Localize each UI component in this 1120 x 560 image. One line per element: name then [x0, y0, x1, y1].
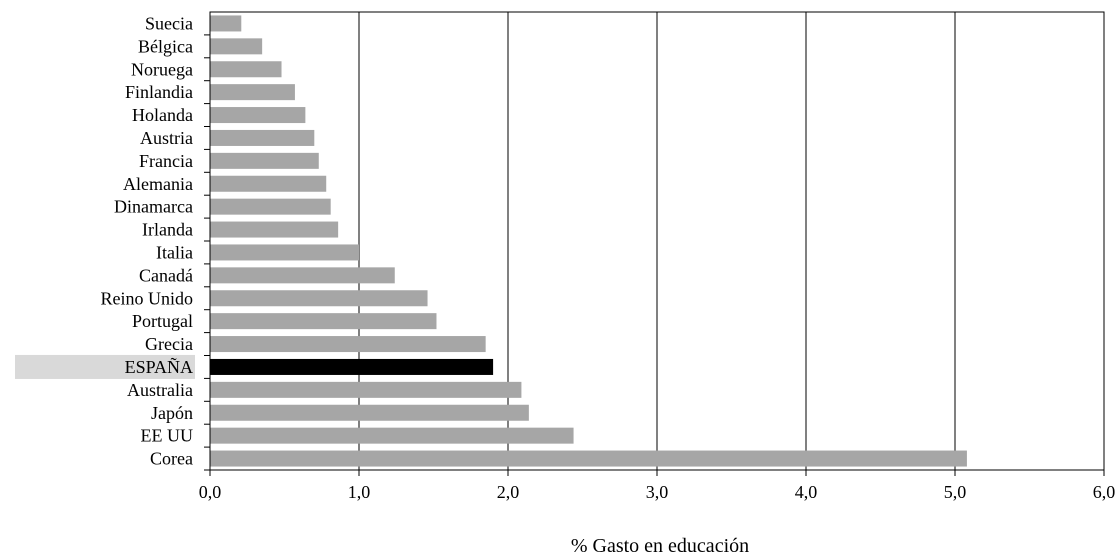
- x-tick-label: 0,0: [199, 482, 222, 502]
- bar-españa: [210, 358, 494, 375]
- category-label: Austria: [140, 128, 193, 148]
- highlight-label-bg: [15, 354, 195, 379]
- category-label: ESPAÑA: [125, 356, 193, 377]
- bar-alemania: [210, 175, 327, 192]
- axes: [204, 11, 1105, 476]
- bar-reino-unido: [210, 290, 428, 307]
- category-label: Dinamarca: [114, 197, 193, 217]
- category-label: Grecia: [145, 334, 193, 354]
- x-tick-label: 5,0: [944, 482, 967, 502]
- bar-australia: [210, 381, 522, 398]
- bar-japón: [210, 404, 529, 421]
- category-label: Reino Unido: [101, 288, 194, 308]
- x-tick-label: 3,0: [646, 482, 669, 502]
- bar-grecia: [210, 336, 486, 353]
- category-label: Canadá: [139, 265, 193, 285]
- bar-canadá: [210, 267, 395, 284]
- category-label: Finlandia: [125, 82, 193, 102]
- bar-suecia: [210, 15, 242, 32]
- bar-dinamarca: [210, 198, 331, 215]
- category-label: Australia: [127, 380, 193, 400]
- bar-ee-uu: [210, 427, 574, 444]
- x-tick-label: 4,0: [795, 482, 818, 502]
- bar-francia: [210, 152, 319, 169]
- category-label: Irlanda: [142, 220, 193, 240]
- bar-italia: [210, 244, 359, 261]
- highlight-label-background: [15, 354, 195, 379]
- category-labels: Suecia Bélgica Noruega Finlandia Holanda Aust…: [101, 13, 194, 468]
- category-label: Japón: [151, 403, 193, 423]
- category-label: Suecia: [145, 13, 193, 33]
- category-label: Bélgica: [138, 36, 193, 56]
- category-label: Portugal: [132, 311, 193, 331]
- x-tick-label: 2,0: [497, 482, 520, 502]
- bar-austria: [210, 129, 315, 146]
- category-label: Italia: [156, 242, 193, 262]
- bar-corea: [210, 450, 967, 467]
- x-tick-labels: 0,0 1,0 2,0 3,0 4,0 5,0 6,0: [199, 482, 1116, 502]
- bar-bélgica: [210, 38, 263, 55]
- bar-noruega: [210, 61, 282, 78]
- category-label: Holanda: [132, 105, 193, 125]
- gridlines: [358, 12, 956, 470]
- category-label: Corea: [150, 449, 193, 469]
- x-tick-label: 1,0: [348, 482, 371, 502]
- category-label: Alemania: [123, 174, 193, 194]
- category-label: Noruega: [131, 59, 193, 79]
- category-label: Francia: [139, 151, 193, 171]
- category-label: EE UU: [141, 426, 194, 446]
- bar-portugal: [210, 313, 437, 330]
- x-axis-title: % Gasto en educación: [571, 535, 749, 557]
- bar-holanda: [210, 107, 306, 124]
- bar-irlanda: [210, 221, 339, 238]
- bar-finlandia: [210, 84, 295, 101]
- x-tick-label: 6,0: [1093, 482, 1116, 502]
- bars: [210, 15, 967, 467]
